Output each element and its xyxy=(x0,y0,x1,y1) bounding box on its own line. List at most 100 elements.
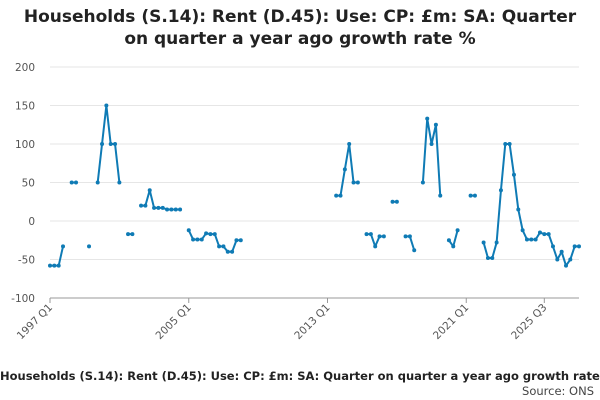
data-point xyxy=(533,237,538,242)
y-tick-label: 100 xyxy=(15,139,35,151)
grid-lines xyxy=(50,66,579,299)
series-line xyxy=(448,229,459,248)
data-point xyxy=(217,244,222,249)
series-line xyxy=(336,143,358,197)
y-tick-label: 50 xyxy=(22,178,35,190)
data-point xyxy=(577,244,581,249)
data-point xyxy=(334,193,339,198)
data-point xyxy=(494,240,499,245)
data-point xyxy=(238,238,243,243)
data-point xyxy=(364,232,369,237)
data-point xyxy=(451,244,456,249)
data-point xyxy=(542,232,547,237)
data-point xyxy=(169,207,174,212)
data-point xyxy=(355,180,360,185)
x-tick-label: 2025 Q3 xyxy=(509,302,549,342)
data-point xyxy=(347,142,352,146)
data-point xyxy=(455,228,460,233)
series-layer xyxy=(48,103,581,268)
data-point xyxy=(537,230,542,235)
data-point xyxy=(425,116,430,121)
source-label: Source: ONS xyxy=(522,384,594,398)
data-point xyxy=(225,249,230,254)
data-point xyxy=(130,232,135,237)
data-point xyxy=(503,142,508,146)
data-point xyxy=(56,263,61,268)
series-line xyxy=(421,117,442,196)
data-point xyxy=(191,237,196,242)
data-point xyxy=(429,142,434,146)
data-point xyxy=(338,193,343,198)
data-point xyxy=(156,205,161,210)
data-point xyxy=(390,199,395,204)
data-point xyxy=(433,122,438,127)
data-point xyxy=(113,142,118,146)
data-point xyxy=(420,180,425,185)
x-tick-label: 1997 Q1 xyxy=(15,302,55,342)
data-point xyxy=(368,232,373,237)
data-point xyxy=(481,240,486,245)
chart-title: Households (S.14): Rent (D.45): Use: CP:… xyxy=(23,7,577,49)
data-point xyxy=(160,205,165,210)
data-point xyxy=(221,244,226,249)
series-line xyxy=(482,143,579,267)
data-point xyxy=(52,263,57,268)
series-line xyxy=(141,189,181,211)
data-point xyxy=(381,234,386,239)
data-point xyxy=(108,142,113,146)
data-point xyxy=(520,228,525,233)
y-tick-label: -50 xyxy=(18,255,35,267)
footer-title: Households (S.14): Rent (D.45): Use: CP:… xyxy=(0,369,600,383)
data-point xyxy=(485,255,490,260)
data-point xyxy=(204,231,209,236)
data-point xyxy=(498,188,503,193)
data-point xyxy=(407,234,412,239)
data-point xyxy=(95,180,100,185)
data-point xyxy=(195,237,200,242)
data-point xyxy=(351,180,356,185)
y-axis: 200 150 100 50 0 -50 -100 xyxy=(11,62,35,305)
data-point xyxy=(147,188,152,193)
x-axis: 1997 Q1 2005 Q1 2013 Q1 2021 Q1 2025 Q3 xyxy=(15,297,579,342)
data-point xyxy=(234,238,239,243)
data-point xyxy=(373,244,378,249)
data-point xyxy=(438,193,443,198)
data-point xyxy=(563,263,568,268)
data-point xyxy=(139,203,144,208)
data-point xyxy=(117,180,122,185)
data-point xyxy=(87,244,92,249)
data-point xyxy=(126,232,131,237)
data-point xyxy=(524,237,529,242)
data-point xyxy=(572,244,577,249)
y-tick-label: 0 xyxy=(28,216,35,228)
y-tick-label: -100 xyxy=(11,293,35,305)
data-point xyxy=(403,234,408,239)
data-point xyxy=(212,232,217,237)
data-point xyxy=(342,167,347,172)
data-point xyxy=(74,180,79,185)
x-tick-label: 2005 Q1 xyxy=(154,302,194,342)
data-point xyxy=(100,142,105,146)
series-line xyxy=(96,104,121,183)
data-point xyxy=(468,193,473,198)
x-tick-label: 2021 Q1 xyxy=(431,302,471,342)
data-point xyxy=(529,237,534,242)
data-point xyxy=(208,232,213,237)
data-point xyxy=(69,180,74,185)
data-point xyxy=(559,249,564,254)
data-point xyxy=(377,234,382,239)
data-point xyxy=(516,207,521,212)
data-point xyxy=(546,232,551,237)
series-line xyxy=(50,246,64,267)
data-point xyxy=(412,248,417,253)
data-point xyxy=(186,228,191,233)
data-point xyxy=(165,207,170,212)
data-point xyxy=(143,203,148,208)
data-point xyxy=(568,257,573,262)
data-point xyxy=(446,238,451,243)
data-point xyxy=(48,263,52,268)
data-point xyxy=(173,207,178,212)
data-point xyxy=(104,103,109,108)
data-point xyxy=(555,257,560,262)
data-point xyxy=(199,237,204,242)
